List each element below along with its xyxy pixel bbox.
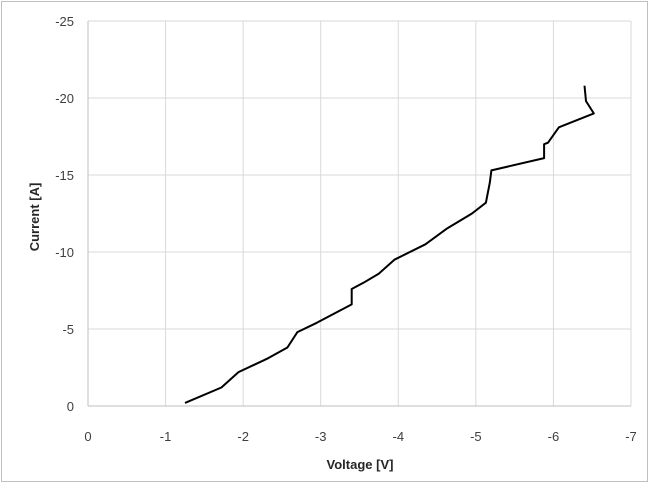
tick-label-layer: 0 -1 -2 -3 -4 -5 -6 -7 0 -5 -10 -15 -20 -25 [55, 14, 637, 444]
iv-curve-series-line [184, 85, 595, 404]
y-tick-label: -20 [55, 91, 74, 106]
y-tick-label: -10 [55, 245, 74, 260]
series-layer [184, 85, 595, 404]
x-tick-label: -2 [237, 429, 249, 444]
y-axis-title: Current [A] [27, 183, 42, 252]
x-tick-label: -4 [393, 429, 405, 444]
y-tick-label: -15 [55, 168, 74, 183]
y-tick-label: 0 [67, 399, 74, 414]
x-tick-label: -1 [160, 429, 172, 444]
x-tick-label: -7 [625, 429, 637, 444]
axis-layer [87, 21, 631, 407]
x-tick-label: 0 [84, 429, 91, 444]
y-tick-label: -5 [62, 322, 74, 337]
x-tick-label: -5 [470, 429, 482, 444]
x-tick-label: -6 [548, 429, 560, 444]
x-axis-title: Voltage [V] [327, 457, 394, 472]
x-tick-label: -3 [315, 429, 327, 444]
y-tick-label: -25 [55, 14, 74, 29]
grid-layer [88, 20, 632, 406]
